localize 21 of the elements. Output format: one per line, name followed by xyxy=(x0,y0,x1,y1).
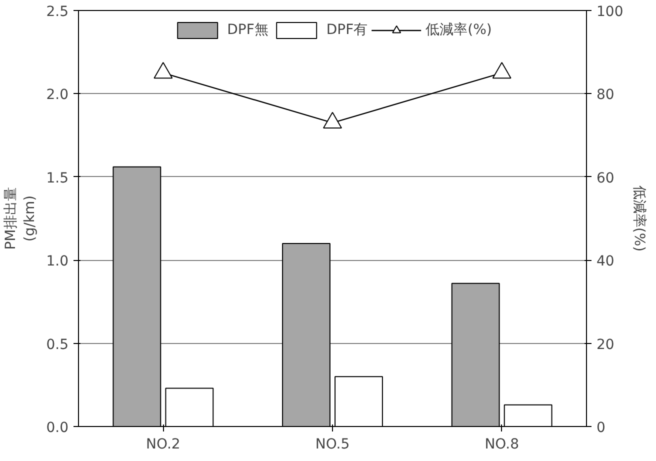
y2-tick-label: 40 xyxy=(596,254,614,270)
y-tick-label: 2.5 xyxy=(46,4,68,20)
x-tick-label: NO.5 xyxy=(315,436,350,452)
y2-tick-label: 0 xyxy=(596,420,606,436)
y2-tick-label: 60 xyxy=(596,170,614,186)
bar xyxy=(504,404,552,426)
y-tick-label: 0.5 xyxy=(46,336,68,353)
y-tick-label: 0.0 xyxy=(46,420,68,436)
y-tick-label: 1.0 xyxy=(46,254,68,270)
x-tick-label: NO.8 xyxy=(484,436,519,452)
legend-label: 低減率(%) xyxy=(426,21,492,39)
y2-tick-label: 80 xyxy=(596,87,614,104)
y2-tick-label: 20 xyxy=(596,336,614,353)
y-axis-title: PM排出量 (g/km) xyxy=(3,187,38,250)
legend-label: DPF有 xyxy=(326,21,368,39)
legend-label: DPF無 xyxy=(227,21,268,39)
x-tick-label: NO.2 xyxy=(146,436,180,452)
y2-axis-title: 低減率(%) xyxy=(631,185,648,252)
y-tick-label: 1.5 xyxy=(46,170,68,186)
y2-tick-label: 100 xyxy=(596,4,624,20)
y-tick-label: 2.0 xyxy=(46,87,68,104)
